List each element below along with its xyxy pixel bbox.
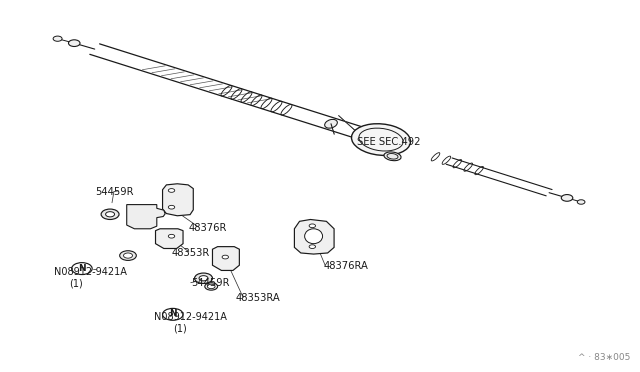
Text: N08912-9421A: N08912-9421A <box>154 312 227 322</box>
Circle shape <box>124 253 132 258</box>
Text: 48353R: 48353R <box>172 248 210 258</box>
Ellipse shape <box>324 119 337 128</box>
Ellipse shape <box>199 276 208 281</box>
Text: (1): (1) <box>69 279 83 289</box>
Text: 48353RA: 48353RA <box>236 294 280 303</box>
Text: 54459R: 54459R <box>95 187 133 197</box>
Circle shape <box>207 284 215 289</box>
Circle shape <box>205 283 218 290</box>
Text: 48376RA: 48376RA <box>323 261 368 271</box>
Text: N08912-9421A: N08912-9421A <box>54 267 127 277</box>
Circle shape <box>309 245 316 248</box>
Ellipse shape <box>106 212 115 217</box>
Text: N: N <box>169 310 177 318</box>
Text: 48376R: 48376R <box>189 223 227 232</box>
Circle shape <box>309 224 316 228</box>
Circle shape <box>53 36 62 41</box>
Polygon shape <box>163 184 193 216</box>
Polygon shape <box>156 229 183 248</box>
Circle shape <box>577 200 585 204</box>
Circle shape <box>68 40 80 46</box>
Polygon shape <box>127 205 165 229</box>
Circle shape <box>120 251 136 260</box>
Polygon shape <box>212 247 239 270</box>
Ellipse shape <box>305 229 323 244</box>
Circle shape <box>168 205 175 209</box>
Text: (1): (1) <box>173 324 186 333</box>
Text: SEE SEC.492: SEE SEC.492 <box>357 137 420 147</box>
Polygon shape <box>294 219 334 254</box>
Ellipse shape <box>351 124 410 155</box>
Ellipse shape <box>384 152 401 161</box>
Circle shape <box>168 189 175 192</box>
Circle shape <box>222 255 228 259</box>
Text: N: N <box>78 264 86 273</box>
Circle shape <box>168 234 175 238</box>
Circle shape <box>561 195 573 201</box>
Ellipse shape <box>195 273 212 283</box>
Text: ^ · 83∗005: ^ · 83∗005 <box>578 353 630 362</box>
Ellipse shape <box>101 209 119 219</box>
Text: 54459R: 54459R <box>191 279 229 288</box>
